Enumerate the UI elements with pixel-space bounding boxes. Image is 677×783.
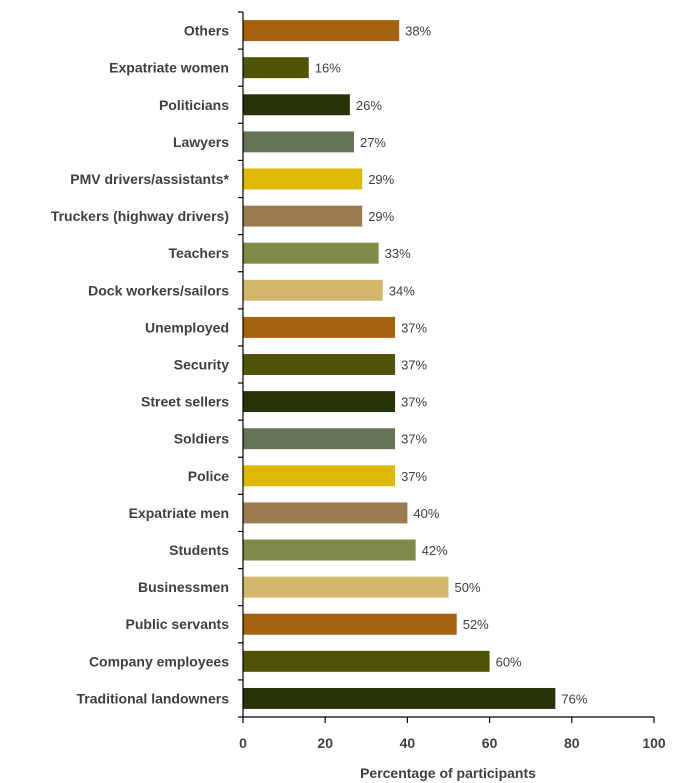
bar: [243, 465, 396, 487]
bar: [243, 613, 457, 635]
value-label: 29%: [368, 172, 394, 187]
value-label: 34%: [389, 283, 415, 298]
bar: [243, 650, 490, 672]
value-label: 37%: [401, 358, 427, 373]
bar: [243, 316, 396, 338]
bar: [243, 57, 309, 79]
x-tick-label: 80: [564, 735, 580, 751]
value-label: 52%: [463, 617, 489, 632]
value-label: 42%: [422, 543, 448, 558]
category-labels: Others Expatriate women Politicians Lawyers…: [51, 23, 230, 707]
value-label: 37%: [401, 432, 427, 447]
bar: [243, 205, 363, 227]
value-label: 76%: [561, 691, 587, 706]
bar: [243, 168, 363, 190]
bar: [243, 131, 354, 153]
x-tick-label: 0: [239, 735, 247, 751]
category-label: Expatriate men: [129, 505, 229, 521]
x-axis-title: Percentage of participants: [360, 765, 536, 781]
value-label: 37%: [401, 395, 427, 410]
category-label: Lawyers: [173, 134, 229, 150]
value-label: 27%: [360, 135, 386, 150]
value-label: 40%: [413, 506, 439, 521]
value-label: 37%: [401, 469, 427, 484]
bar: [243, 279, 383, 301]
bar: [243, 502, 408, 524]
bar: [243, 687, 556, 709]
value-label: 37%: [401, 320, 427, 335]
bar: [243, 539, 416, 561]
bars-group: [243, 20, 556, 709]
bar: [243, 242, 379, 264]
category-label: Teachers: [169, 245, 230, 261]
bar: [243, 576, 449, 598]
bar: [243, 20, 400, 42]
category-label: Public servants: [126, 616, 230, 632]
bar: [243, 354, 396, 375]
x-tick-label: 20: [317, 735, 333, 751]
x-tick-label: 60: [482, 735, 498, 751]
value-label: 26%: [356, 98, 382, 113]
category-label: Traditional landowners: [77, 690, 230, 706]
category-label: Others: [184, 23, 229, 39]
value-label: 60%: [496, 654, 522, 669]
bar: [243, 428, 396, 450]
value-label: 50%: [455, 580, 481, 595]
value-labels: 38% 16% 26% 27% 29% 29% 33% 34% 37% 37% 37% 37% 37% 4…: [315, 24, 588, 707]
x-tick-label: 40: [400, 735, 416, 751]
category-label: Students: [169, 542, 229, 558]
category-label: Street sellers: [141, 394, 229, 410]
category-label: Politicians: [159, 97, 229, 113]
x-tick-label: 100: [642, 735, 666, 751]
category-label: Dock workers/sailors: [88, 282, 229, 298]
x-axis-ticks: 0 20 40 60 80 100: [239, 717, 666, 751]
value-label: 29%: [368, 209, 394, 224]
category-label: Soldiers: [174, 431, 229, 447]
category-label: Company employees: [89, 653, 229, 669]
y-axis-ticks: [238, 11, 243, 718]
bar: [243, 391, 396, 413]
value-label: 33%: [385, 246, 411, 261]
category-label: Police: [188, 468, 229, 484]
value-label: 38%: [405, 24, 431, 39]
category-label: Unemployed: [145, 319, 229, 335]
bar: [243, 94, 350, 116]
category-label: Businessmen: [138, 579, 229, 595]
category-label: PMV drivers/assistants*: [70, 171, 229, 187]
category-label: Security: [174, 357, 229, 373]
value-label: 16%: [315, 61, 341, 76]
category-label: Truckers (highway drivers): [51, 208, 229, 224]
category-label: Expatriate women: [109, 60, 229, 76]
